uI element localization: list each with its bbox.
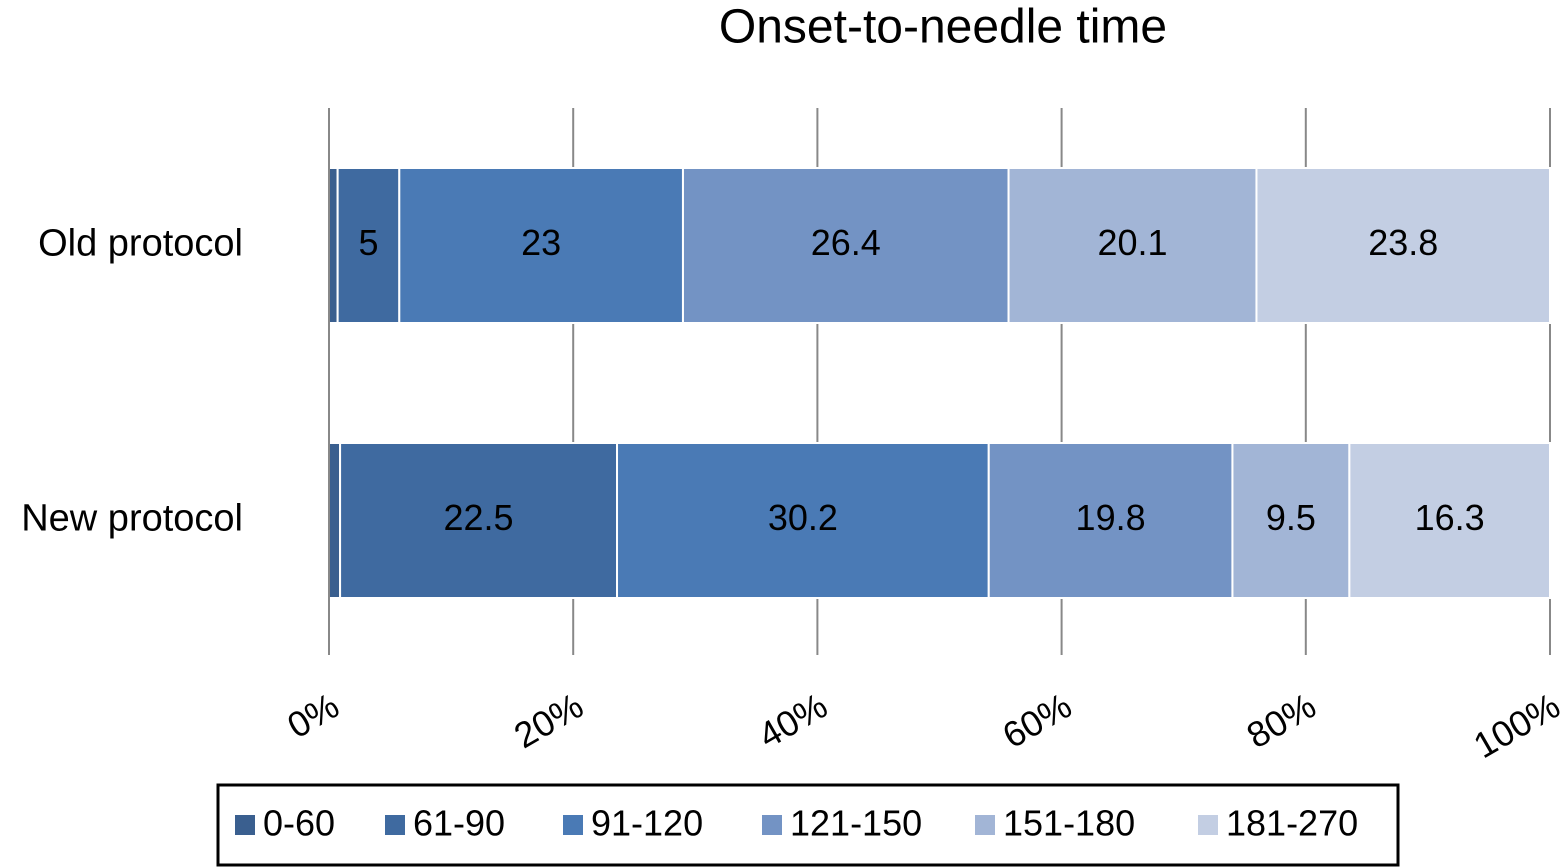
- chart-title: Onset-to-needle time: [719, 1, 1167, 54]
- category-label: Old protocol: [38, 223, 243, 265]
- legend-label: 121-150: [790, 803, 922, 844]
- legend-label: 61-90: [413, 803, 505, 844]
- bar-segment: [987, 442, 1234, 599]
- x-tick-label: 60%: [995, 685, 1078, 757]
- data-label: 20.1: [1097, 222, 1167, 263]
- bar-segment: [339, 442, 619, 599]
- legend-label: 0-60: [263, 803, 335, 844]
- bar-segment: [616, 442, 990, 599]
- bar-segment: [1007, 167, 1258, 324]
- bar-segment: [1231, 442, 1351, 599]
- legend-swatch: [235, 815, 255, 835]
- data-label: 19.8: [1076, 497, 1146, 538]
- legend-swatch: [975, 815, 995, 835]
- x-tick-label: 20%: [507, 685, 590, 757]
- x-tick-label: 40%: [751, 685, 834, 757]
- bar-segment: [1255, 167, 1551, 324]
- bar-segment: [328, 167, 339, 324]
- data-label: 26.4: [811, 222, 881, 263]
- legend-swatch: [385, 815, 405, 835]
- x-tick-label: 100%: [1467, 685, 1567, 767]
- data-label: 9.5: [1266, 497, 1316, 538]
- category-label: New protocol: [21, 498, 243, 540]
- legend-swatch: [762, 815, 782, 835]
- data-label: 5: [358, 222, 378, 263]
- bar-segment: [1348, 442, 1551, 599]
- data-label: 16.3: [1415, 497, 1485, 538]
- x-tick-label: 0%: [280, 685, 346, 747]
- x-tick-label: 80%: [1240, 685, 1323, 757]
- data-label: 30.2: [768, 497, 838, 538]
- bar-segment: [681, 167, 1010, 324]
- legend-swatch: [563, 815, 583, 835]
- legend-label: 181-270: [1226, 803, 1358, 844]
- data-label: 23: [521, 222, 561, 263]
- bar-segment: [398, 167, 684, 324]
- legend-label: 151-180: [1003, 803, 1135, 844]
- bar-segment: [328, 442, 342, 599]
- legend-label: 91-120: [591, 803, 703, 844]
- data-label: 22.5: [444, 497, 514, 538]
- data-label: 23.8: [1368, 222, 1438, 263]
- legend-swatch: [1198, 815, 1218, 835]
